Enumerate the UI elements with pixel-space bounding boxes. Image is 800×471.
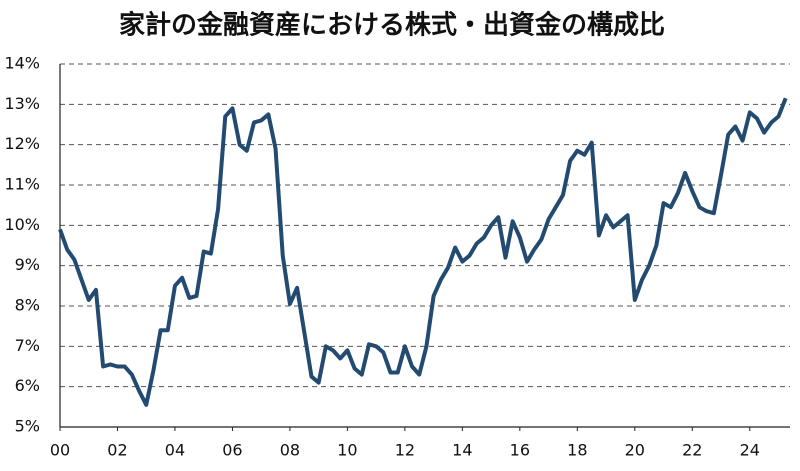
x-tick-label: 12 [395, 441, 415, 460]
x-tick-label: 20 [625, 441, 645, 460]
data-line [58, 97, 788, 407]
x-tick-label: 08 [280, 441, 300, 460]
x-tick-label: 16 [510, 441, 530, 460]
x-tick-label: 10 [337, 441, 357, 460]
x-tick-label: 24 [740, 441, 760, 460]
y-tick-label: 12% [4, 134, 40, 153]
y-tick-label: 6% [15, 376, 40, 395]
y-tick-label: 11% [4, 175, 40, 194]
x-tick-label: 04 [165, 441, 185, 460]
y-tick-label: 5% [15, 417, 40, 436]
y-tick-label: 8% [15, 296, 40, 315]
x-tick-label: 14 [452, 441, 472, 460]
x-tick-label: 06 [222, 441, 242, 460]
y-tick-label: 13% [4, 94, 40, 113]
y-tick-label: 10% [4, 215, 40, 234]
x-tick-label: 02 [107, 441, 127, 460]
x-tick-label: 18 [567, 441, 587, 460]
y-tick-label: 7% [15, 336, 40, 355]
x-tick-label: 22 [682, 441, 702, 460]
chart-title: 家計の金融資産における株式・出資金の構成比 [119, 10, 665, 41]
y-tick-label: 14% [4, 54, 40, 73]
x-tick-label: 00 [50, 441, 70, 460]
y-tick-label: 9% [15, 255, 40, 274]
